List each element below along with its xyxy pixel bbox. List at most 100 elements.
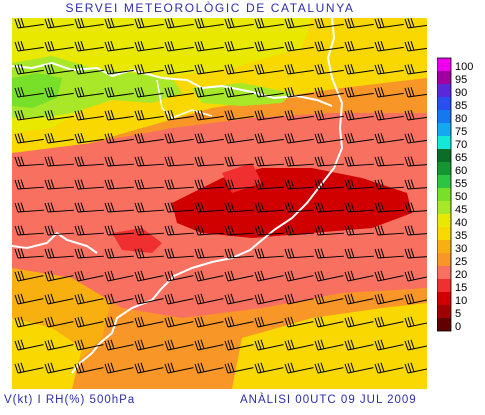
- wind-barb: [344, 110, 374, 121]
- wind-barb: [404, 64, 427, 75]
- legend-label-30: 30: [455, 243, 467, 255]
- wind-barb: [254, 110, 284, 121]
- wind-barb: [104, 225, 134, 236]
- wind-barb: [44, 362, 74, 374]
- legend-scale: 1009590858075706560555045403530252015105…: [436, 57, 473, 333]
- wind-barb: [104, 316, 134, 328]
- wind-barb: [404, 248, 427, 259]
- wind-barb: [134, 64, 164, 75]
- wind-barb: [164, 270, 194, 282]
- wind-barb: [164, 18, 194, 29]
- wind-barb: [14, 156, 44, 167]
- wind-barb: [194, 248, 224, 259]
- wind-barb: [344, 202, 374, 213]
- wind-barb: [104, 64, 134, 75]
- wind-barb: [44, 225, 74, 236]
- wind-barb: [344, 225, 374, 236]
- wind-barb: [104, 339, 134, 351]
- wind-barb: [224, 87, 254, 98]
- wind-barb: [14, 202, 44, 213]
- wind-barb: [314, 110, 344, 121]
- wind-barb: [194, 179, 224, 190]
- wind-barb: [224, 179, 254, 190]
- wind-barb: [254, 179, 284, 190]
- wind-barb: [74, 225, 104, 236]
- wind-barb: [254, 202, 284, 213]
- wind-barb: [314, 87, 344, 98]
- wind-barb: [254, 248, 284, 259]
- legend-swatch-100: [437, 58, 451, 71]
- wind-barb: [194, 270, 224, 282]
- wind-barb: [74, 18, 104, 29]
- wind-barb: [374, 110, 404, 121]
- wind-barb: [314, 64, 344, 75]
- wind-barb: [344, 362, 374, 374]
- wind-barb: [134, 248, 164, 259]
- wind-barb: [44, 316, 74, 328]
- legend-label-85: 85: [455, 100, 467, 112]
- wind-barb: [344, 133, 374, 144]
- wind-barb: [194, 293, 224, 305]
- rh-region-35-se: [232, 303, 427, 389]
- wind-barb: [254, 41, 284, 52]
- legend-swatch-45: [437, 201, 451, 214]
- wind-barb: [134, 362, 164, 374]
- wind-barb: [164, 316, 194, 328]
- wind-barb: [74, 133, 104, 144]
- wind-barb: [344, 156, 374, 167]
- wind-barb: [14, 110, 44, 121]
- legend-swatch-85: [437, 97, 451, 110]
- wind-barb: [14, 248, 44, 259]
- color-legend: 100 95 90 85 80 75 70 65 60 55 50 45 40 35 30 25 20 15 10 5…: [436, 54, 482, 358]
- wind-barb: [194, 64, 224, 75]
- legend-swatch-40: [437, 214, 451, 227]
- wind-barb: [374, 156, 404, 167]
- wind-barb: [224, 41, 254, 52]
- legend-swatch-5: [437, 305, 451, 318]
- wind-barb: [404, 362, 427, 374]
- wind-barb: [314, 362, 344, 374]
- legend-label-35: 35: [455, 230, 467, 242]
- wind-barb: [164, 41, 194, 52]
- border-pyrenees: [12, 61, 333, 107]
- wind-barb: [284, 179, 314, 190]
- wind-barb: [284, 225, 314, 236]
- wind-barb: [344, 87, 374, 98]
- wind-barb: [224, 339, 254, 351]
- wind-barb: [374, 18, 404, 29]
- wind-barb: [314, 133, 344, 144]
- wind-barb: [74, 248, 104, 259]
- wind-barb: [404, 270, 427, 282]
- wind-barb: [284, 248, 314, 259]
- coastline: [71, 18, 344, 374]
- wind-barb: [194, 339, 224, 351]
- legend-swatch-20: [437, 266, 451, 279]
- wind-barb: [284, 293, 314, 305]
- legend-label-0: 0: [455, 321, 461, 333]
- wind-barb: [254, 316, 284, 328]
- legend-label-95: 95: [455, 74, 467, 86]
- legend-swatch-25: [437, 253, 451, 266]
- wind-barb: [134, 18, 164, 29]
- legend-label-50: 50: [455, 191, 467, 203]
- wind-barb: [224, 156, 254, 167]
- wind-barb: [284, 202, 314, 213]
- wind-barb: [14, 18, 44, 29]
- wind-barb: [164, 202, 194, 213]
- wind-barb: [14, 179, 44, 190]
- wind-barb: [284, 64, 314, 75]
- wind-barb: [404, 18, 427, 29]
- wind-barb: [164, 362, 194, 374]
- wind-barb: [374, 202, 404, 213]
- wind-barb: [44, 64, 74, 75]
- variables-label: V(kt) I RH(%) 500hPa: [4, 394, 136, 406]
- wind-barb: [284, 316, 314, 328]
- wind-barb: [194, 362, 224, 374]
- legend-swatch-70: [437, 136, 451, 149]
- wind-barb: [194, 110, 224, 121]
- wind-barb: [374, 270, 404, 282]
- legend-label-80: 80: [455, 113, 467, 125]
- wind-barb: [314, 293, 344, 305]
- wind-barb: [104, 41, 134, 52]
- wind-barb: [164, 156, 194, 167]
